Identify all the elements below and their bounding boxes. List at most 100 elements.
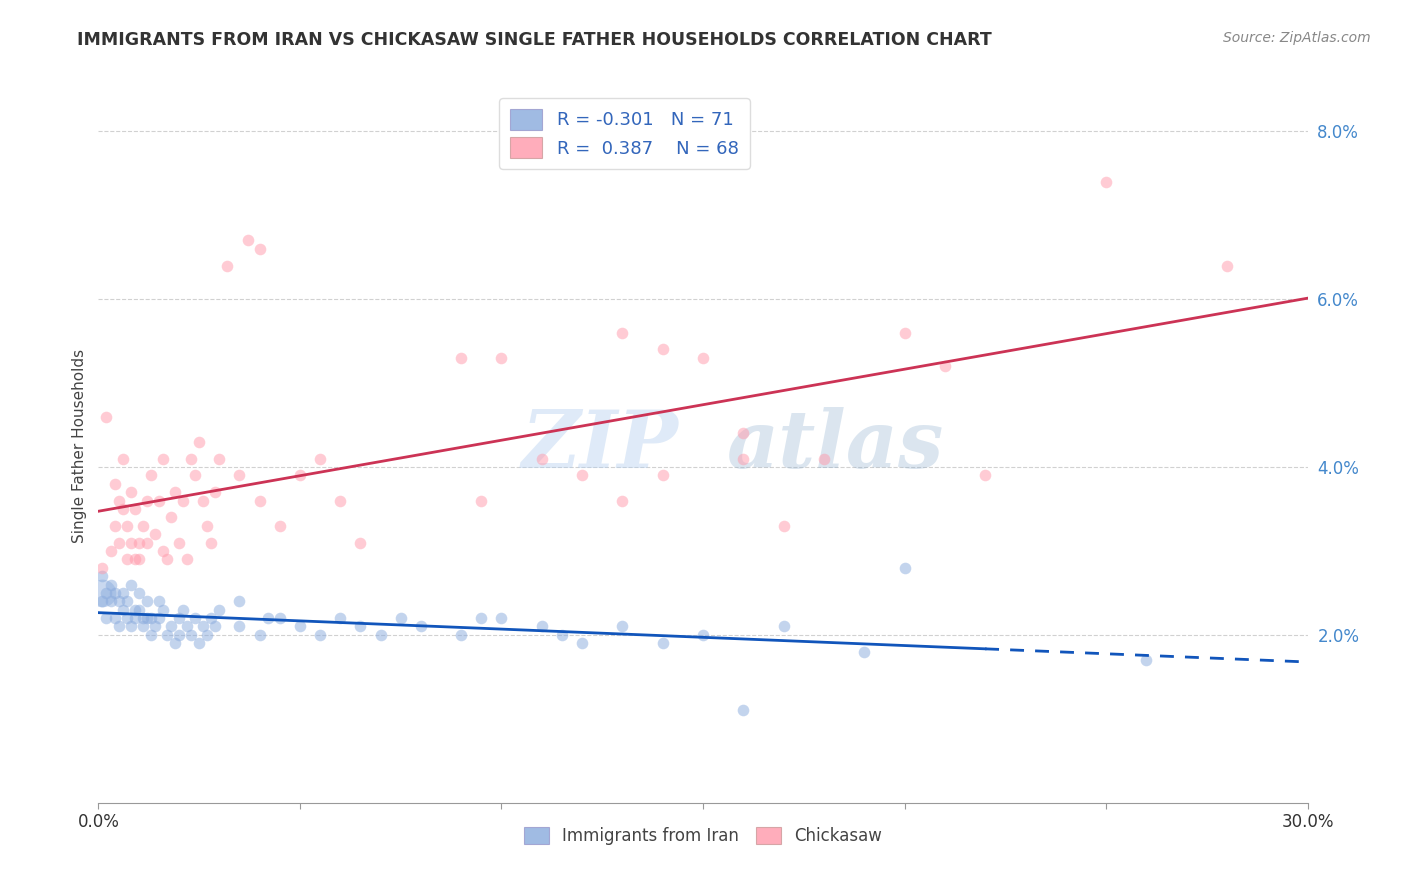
Point: [813, 451, 835, 466]
Point: [111, 502, 134, 516]
Point: [172, 603, 194, 617]
Text: ZIP: ZIP: [522, 408, 679, 484]
Point: [195, 628, 218, 642]
Point: [128, 535, 150, 549]
Point: [249, 242, 271, 256]
Point: [309, 628, 332, 642]
Point: [180, 628, 202, 642]
Point: [156, 552, 179, 566]
Point: [167, 535, 190, 549]
Point: [96, 611, 118, 625]
Point: [152, 603, 174, 617]
Point: [249, 493, 271, 508]
Point: [571, 636, 593, 650]
Point: [103, 476, 125, 491]
Point: [176, 552, 198, 566]
Point: [200, 611, 222, 625]
Point: [651, 636, 673, 650]
Point: [651, 343, 673, 357]
Point: [1095, 175, 1118, 189]
Point: [409, 619, 432, 633]
Point: [193, 493, 215, 508]
Point: [370, 628, 392, 642]
Point: [1216, 259, 1239, 273]
Point: [135, 535, 157, 549]
Point: [208, 603, 231, 617]
Point: [571, 468, 593, 483]
Point: [139, 628, 162, 642]
Point: [200, 535, 222, 549]
Point: [148, 611, 170, 625]
Point: [651, 468, 673, 483]
Point: [180, 451, 202, 466]
Point: [100, 544, 122, 558]
Point: [124, 603, 146, 617]
Point: [184, 468, 207, 483]
Point: [100, 577, 122, 591]
Point: [91, 569, 114, 583]
Point: [160, 619, 183, 633]
Point: [204, 485, 226, 500]
Point: [111, 586, 134, 600]
Point: [120, 577, 142, 591]
Text: atlas: atlas: [727, 408, 945, 484]
Point: [692, 351, 714, 365]
Point: [120, 485, 142, 500]
Point: [135, 493, 157, 508]
Point: [195, 518, 218, 533]
Point: [132, 611, 155, 625]
Point: [143, 527, 166, 541]
Point: [143, 619, 166, 633]
Point: [309, 451, 332, 466]
Point: [329, 493, 352, 508]
Point: [256, 611, 278, 625]
Point: [156, 628, 179, 642]
Point: [103, 611, 125, 625]
Point: [100, 594, 122, 608]
Point: [733, 703, 755, 717]
Point: [115, 594, 138, 608]
Point: [269, 611, 291, 625]
Point: [188, 434, 211, 449]
Point: [188, 636, 211, 650]
Point: [772, 518, 794, 533]
Point: [733, 426, 755, 441]
Y-axis label: Single Father Households: Single Father Households: [72, 349, 87, 543]
Point: [389, 611, 412, 625]
Point: [115, 518, 138, 533]
Point: [96, 409, 118, 424]
Point: [450, 628, 472, 642]
Point: [974, 468, 997, 483]
Point: [128, 603, 150, 617]
Point: [530, 619, 553, 633]
Point: [612, 326, 634, 340]
Point: [176, 619, 198, 633]
Point: [329, 611, 352, 625]
Legend: Immigrants from Iran, Chickasaw: Immigrants from Iran, Chickasaw: [517, 820, 889, 852]
Point: [115, 552, 138, 566]
Point: [934, 359, 956, 374]
Point: [124, 611, 146, 625]
Point: [893, 326, 915, 340]
Point: [349, 535, 371, 549]
Point: [124, 552, 146, 566]
Point: [551, 628, 574, 642]
Point: [135, 594, 157, 608]
Point: [491, 611, 513, 625]
Point: [115, 611, 138, 625]
Point: [236, 233, 259, 247]
Point: [167, 628, 190, 642]
Point: [228, 619, 250, 633]
Point: [135, 611, 157, 625]
Point: [772, 619, 794, 633]
Point: [107, 535, 129, 549]
Point: [107, 594, 129, 608]
Point: [103, 518, 125, 533]
Point: [692, 628, 714, 642]
Point: [128, 586, 150, 600]
Point: [91, 594, 114, 608]
Point: [107, 619, 129, 633]
Point: [853, 645, 876, 659]
Point: [193, 619, 215, 633]
Point: [470, 493, 492, 508]
